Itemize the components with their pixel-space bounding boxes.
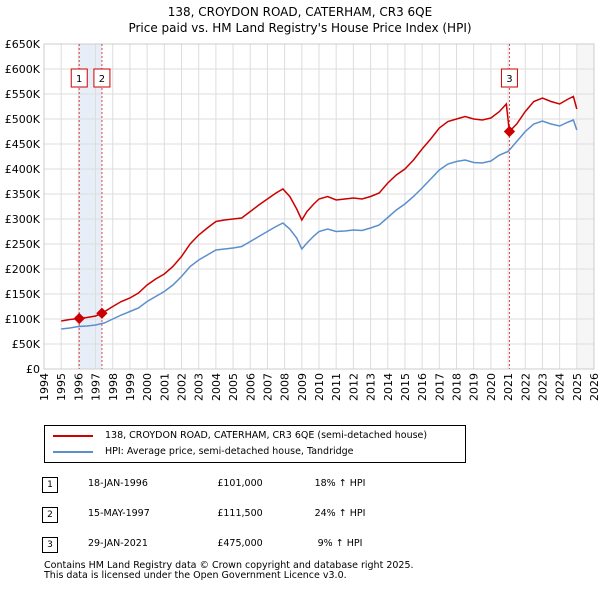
price-chart: £0 £50K £100K £150K £200K £250K £300K £350K £400… xyxy=(5,38,600,401)
x-tick-label: 2013 xyxy=(365,373,378,401)
x-tick-label: 1998 xyxy=(107,373,120,401)
x-tick-label: 1994 xyxy=(38,373,51,401)
x-tick-label: 2024 xyxy=(554,373,567,401)
series-line xyxy=(61,95,578,322)
x-tick-label: 2017 xyxy=(433,373,446,401)
x-tick-label: 2019 xyxy=(468,373,481,401)
footer-copyright: Contains HM Land Registry data © Crown c… xyxy=(44,560,414,571)
chart-title: 138, CROYDON ROAD, CATERHAM, CR3 6QE Pri… xyxy=(0,4,600,36)
legend-swatch-hpi xyxy=(53,450,93,453)
chart-legend: 138, CROYDON ROAD, CATERHAM, CR3 6QE (se… xyxy=(44,425,466,463)
x-tick-label: 2002 xyxy=(176,373,189,401)
sale-label: 2 xyxy=(99,74,105,85)
sale-date: 15-MAY-1997 xyxy=(88,508,150,519)
plot-frame xyxy=(43,43,595,370)
legend-swatch-property xyxy=(53,434,93,437)
x-tick-label: 2015 xyxy=(399,373,412,401)
sale-price: £475,000 xyxy=(217,538,263,549)
shaded-period xyxy=(79,44,102,369)
y-tick-label: £150K xyxy=(5,288,41,301)
x-tick-label: 2008 xyxy=(279,373,292,401)
y-tick-label: £250K xyxy=(5,238,41,251)
legend-label-hpi: HPI: Average price, semi-detached house,… xyxy=(105,446,354,457)
y-tick-label: £550K xyxy=(5,88,41,101)
x-tick-label: 2004 xyxy=(210,373,223,401)
sale-hpi-change: 24% ↑ HPI xyxy=(314,508,366,519)
x-tick-label: 2007 xyxy=(261,373,274,401)
x-tick-label: 2020 xyxy=(485,373,498,401)
x-tick-label: 2022 xyxy=(519,373,532,401)
x-tick-label: 2016 xyxy=(416,373,429,401)
y-tick-label: £200K xyxy=(5,263,41,276)
sale-label-box xyxy=(500,68,518,88)
y-tick-label: £100K xyxy=(5,313,41,326)
y-tick-label: £50K xyxy=(12,338,41,351)
x-tick-label: 2025 xyxy=(571,373,584,401)
x-tick-label: 2000 xyxy=(141,373,154,401)
y-tick-label: £400K xyxy=(5,163,41,176)
sale-hpi-change: 9% ↑ HPI xyxy=(317,538,363,549)
x-tick-label: 1995 xyxy=(55,373,68,401)
footer: Contains HM Land Registry data © Crown c… xyxy=(44,561,414,581)
chart-subtitle-text: Price paid vs. HM Land Registry's House … xyxy=(128,21,472,35)
y-tick-label: £350K xyxy=(5,188,41,201)
sale-price: £111,500 xyxy=(217,508,263,519)
y-tick-label: £0 xyxy=(26,363,40,376)
y-tick-label: £600K xyxy=(5,63,41,76)
x-tick-label: 2014 xyxy=(382,373,395,401)
x-tick-label: 2009 xyxy=(296,373,309,401)
y-tick-label: £300K xyxy=(5,213,41,226)
sale-row: 1 18-JAN-1996 £101,000 18% ↑ HPI xyxy=(40,475,460,493)
sale-row: 2 15-MAY-1997 £111,500 24% ↑ HPI xyxy=(40,505,460,523)
sale-date: 18-JAN-1996 xyxy=(88,478,148,489)
legend-label-property: 138, CROYDON ROAD, CATERHAM, CR3 6QE (se… xyxy=(105,430,428,441)
x-tick-label: 2010 xyxy=(313,373,326,401)
sale-marker-label: 1 xyxy=(42,477,58,493)
x-tick-label: 2026 xyxy=(588,373,600,401)
x-tick-label: 2021 xyxy=(502,373,515,401)
sale-label: 3 xyxy=(506,74,512,85)
legend-item-hpi: HPI: Average price, semi-detached house,… xyxy=(53,444,354,460)
x-tick-label: 2018 xyxy=(451,373,464,401)
sale-label: 1 xyxy=(76,74,82,85)
sale-row: 3 29-JAN-2021 £475,000 9% ↑ HPI xyxy=(40,535,460,553)
sale-marker-label: 2 xyxy=(42,507,58,523)
legend-item-property: 138, CROYDON ROAD, CATERHAM, CR3 6QE (se… xyxy=(53,428,427,444)
x-tick-label: 2001 xyxy=(158,373,171,401)
x-tick-label: 2006 xyxy=(244,373,257,401)
x-tick-label: 2023 xyxy=(536,373,549,401)
sale-hpi-change: 18% ↑ HPI xyxy=(314,478,366,489)
x-tick-label: 2003 xyxy=(193,373,206,401)
footer-licence: This data is licensed under the Open Gov… xyxy=(44,570,347,581)
sale-date: 29-JAN-2021 xyxy=(88,538,148,549)
y-tick-label: £450K xyxy=(5,138,41,151)
sale-label-box xyxy=(70,68,88,88)
sale-label-box xyxy=(93,68,111,88)
chart-title-text: 138, CROYDON ROAD, CATERHAM, CR3 6QE xyxy=(167,5,433,19)
y-tick-label: £500K xyxy=(5,113,41,126)
x-tick-label: 2012 xyxy=(347,373,360,401)
sale-marker-label: 3 xyxy=(42,537,58,553)
x-tick-label: 2005 xyxy=(227,373,240,401)
x-tick-label: 1997 xyxy=(90,373,103,401)
forecast-shade xyxy=(576,44,594,369)
sale-price: £101,000 xyxy=(217,478,263,489)
y-tick-label: £650K xyxy=(5,38,41,51)
series-line xyxy=(61,119,578,330)
x-tick-label: 1996 xyxy=(72,373,85,401)
x-tick-label: 1999 xyxy=(124,373,137,401)
x-tick-label: 2011 xyxy=(330,373,343,401)
